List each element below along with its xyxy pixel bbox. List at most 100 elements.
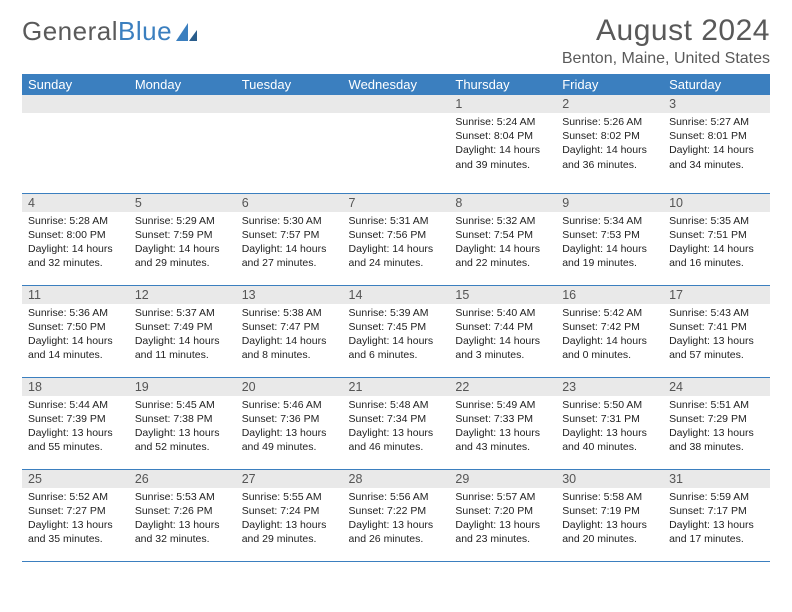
calendar-day-cell: 16Sunrise: 5:42 AMSunset: 7:42 PMDayligh… (556, 285, 663, 377)
logo-text-blue: Blue (118, 16, 172, 47)
day-info: Sunrise: 5:39 AMSunset: 7:45 PMDaylight:… (343, 304, 450, 367)
day-info: Sunrise: 5:36 AMSunset: 7:50 PMDaylight:… (22, 304, 129, 367)
day-number: 20 (236, 378, 343, 396)
calendar-week-row: ....1Sunrise: 5:24 AMSunset: 8:04 PMDayl… (22, 95, 770, 193)
day-header: Tuesday (236, 74, 343, 95)
calendar-day-cell: 26Sunrise: 5:53 AMSunset: 7:26 PMDayligh… (129, 469, 236, 561)
day-number: 28 (343, 470, 450, 488)
calendar-day-cell: 27Sunrise: 5:55 AMSunset: 7:24 PMDayligh… (236, 469, 343, 561)
calendar-day-cell: 4Sunrise: 5:28 AMSunset: 8:00 PMDaylight… (22, 193, 129, 285)
day-info: Sunrise: 5:29 AMSunset: 7:59 PMDaylight:… (129, 212, 236, 275)
day-number: 4 (22, 194, 129, 212)
day-number: 14 (343, 286, 450, 304)
day-number: 13 (236, 286, 343, 304)
day-number: . (236, 95, 343, 113)
header: GeneralBlue August 2024 Benton, Maine, U… (22, 14, 770, 68)
calendar-day-cell: 20Sunrise: 5:46 AMSunset: 7:36 PMDayligh… (236, 377, 343, 469)
calendar-day-cell: 19Sunrise: 5:45 AMSunset: 7:38 PMDayligh… (129, 377, 236, 469)
calendar-day-cell: 11Sunrise: 5:36 AMSunset: 7:50 PMDayligh… (22, 285, 129, 377)
day-number: 12 (129, 286, 236, 304)
day-number: 3 (663, 95, 770, 113)
calendar-day-cell: 31Sunrise: 5:59 AMSunset: 7:17 PMDayligh… (663, 469, 770, 561)
day-number: 17 (663, 286, 770, 304)
day-number: 30 (556, 470, 663, 488)
calendar-day-cell: 12Sunrise: 5:37 AMSunset: 7:49 PMDayligh… (129, 285, 236, 377)
day-number: 11 (22, 286, 129, 304)
calendar-week-row: 11Sunrise: 5:36 AMSunset: 7:50 PMDayligh… (22, 285, 770, 377)
day-info: Sunrise: 5:56 AMSunset: 7:22 PMDaylight:… (343, 488, 450, 551)
day-info: Sunrise: 5:37 AMSunset: 7:49 PMDaylight:… (129, 304, 236, 367)
day-info: Sunrise: 5:31 AMSunset: 7:56 PMDaylight:… (343, 212, 450, 275)
calendar-body: ....1Sunrise: 5:24 AMSunset: 8:04 PMDayl… (22, 95, 770, 561)
calendar-day-cell: . (22, 95, 129, 193)
calendar-header-row: Sunday Monday Tuesday Wednesday Thursday… (22, 74, 770, 95)
day-info: Sunrise: 5:38 AMSunset: 7:47 PMDaylight:… (236, 304, 343, 367)
day-number: 29 (449, 470, 556, 488)
calendar-day-cell: 13Sunrise: 5:38 AMSunset: 7:47 PMDayligh… (236, 285, 343, 377)
calendar-day-cell: 28Sunrise: 5:56 AMSunset: 7:22 PMDayligh… (343, 469, 450, 561)
day-header: Saturday (663, 74, 770, 95)
month-title: August 2024 (562, 14, 770, 48)
day-number: 21 (343, 378, 450, 396)
day-number: 2 (556, 95, 663, 113)
calendar-day-cell: 17Sunrise: 5:43 AMSunset: 7:41 PMDayligh… (663, 285, 770, 377)
calendar-page: GeneralBlue August 2024 Benton, Maine, U… (0, 0, 792, 572)
day-number: 31 (663, 470, 770, 488)
day-number: 9 (556, 194, 663, 212)
day-number: 5 (129, 194, 236, 212)
day-info: Sunrise: 5:24 AMSunset: 8:04 PMDaylight:… (449, 113, 556, 176)
calendar-day-cell: 6Sunrise: 5:30 AMSunset: 7:57 PMDaylight… (236, 193, 343, 285)
day-info: Sunrise: 5:42 AMSunset: 7:42 PMDaylight:… (556, 304, 663, 367)
day-info: Sunrise: 5:57 AMSunset: 7:20 PMDaylight:… (449, 488, 556, 551)
calendar-day-cell: 21Sunrise: 5:48 AMSunset: 7:34 PMDayligh… (343, 377, 450, 469)
day-number: 6 (236, 194, 343, 212)
day-number: . (22, 95, 129, 113)
day-info: Sunrise: 5:40 AMSunset: 7:44 PMDaylight:… (449, 304, 556, 367)
day-info: Sunrise: 5:28 AMSunset: 8:00 PMDaylight:… (22, 212, 129, 275)
day-number: 8 (449, 194, 556, 212)
day-info: Sunrise: 5:59 AMSunset: 7:17 PMDaylight:… (663, 488, 770, 551)
day-header: Sunday (22, 74, 129, 95)
calendar-day-cell: 18Sunrise: 5:44 AMSunset: 7:39 PMDayligh… (22, 377, 129, 469)
calendar-table: Sunday Monday Tuesday Wednesday Thursday… (22, 74, 770, 562)
logo: GeneralBlue (22, 16, 200, 47)
day-number: 25 (22, 470, 129, 488)
calendar-day-cell: 10Sunrise: 5:35 AMSunset: 7:51 PMDayligh… (663, 193, 770, 285)
day-info: Sunrise: 5:51 AMSunset: 7:29 PMDaylight:… (663, 396, 770, 459)
calendar-day-cell: 1Sunrise: 5:24 AMSunset: 8:04 PMDaylight… (449, 95, 556, 193)
calendar-day-cell: 2Sunrise: 5:26 AMSunset: 8:02 PMDaylight… (556, 95, 663, 193)
day-info: Sunrise: 5:43 AMSunset: 7:41 PMDaylight:… (663, 304, 770, 367)
calendar-day-cell: 22Sunrise: 5:49 AMSunset: 7:33 PMDayligh… (449, 377, 556, 469)
day-info: Sunrise: 5:46 AMSunset: 7:36 PMDaylight:… (236, 396, 343, 459)
day-info: Sunrise: 5:52 AMSunset: 7:27 PMDaylight:… (22, 488, 129, 551)
day-info: Sunrise: 5:55 AMSunset: 7:24 PMDaylight:… (236, 488, 343, 551)
day-number: 24 (663, 378, 770, 396)
day-number: . (343, 95, 450, 113)
title-block: August 2024 Benton, Maine, United States (562, 14, 770, 68)
location: Benton, Maine, United States (562, 50, 770, 68)
day-header: Monday (129, 74, 236, 95)
day-number: 16 (556, 286, 663, 304)
day-number: 1 (449, 95, 556, 113)
calendar-day-cell: . (343, 95, 450, 193)
day-number: 18 (22, 378, 129, 396)
day-info: Sunrise: 5:34 AMSunset: 7:53 PMDaylight:… (556, 212, 663, 275)
day-number: 19 (129, 378, 236, 396)
day-info: Sunrise: 5:58 AMSunset: 7:19 PMDaylight:… (556, 488, 663, 551)
day-number: 7 (343, 194, 450, 212)
day-number: 15 (449, 286, 556, 304)
logo-text-general: General (22, 16, 118, 47)
day-number: 27 (236, 470, 343, 488)
day-header: Thursday (449, 74, 556, 95)
day-header: Wednesday (343, 74, 450, 95)
calendar-day-cell: 7Sunrise: 5:31 AMSunset: 7:56 PMDaylight… (343, 193, 450, 285)
day-info: Sunrise: 5:48 AMSunset: 7:34 PMDaylight:… (343, 396, 450, 459)
calendar-day-cell: . (129, 95, 236, 193)
day-info: Sunrise: 5:32 AMSunset: 7:54 PMDaylight:… (449, 212, 556, 275)
calendar-day-cell: 3Sunrise: 5:27 AMSunset: 8:01 PMDaylight… (663, 95, 770, 193)
day-number: . (129, 95, 236, 113)
day-number: 26 (129, 470, 236, 488)
day-number: 22 (449, 378, 556, 396)
day-info: Sunrise: 5:49 AMSunset: 7:33 PMDaylight:… (449, 396, 556, 459)
calendar-week-row: 18Sunrise: 5:44 AMSunset: 7:39 PMDayligh… (22, 377, 770, 469)
